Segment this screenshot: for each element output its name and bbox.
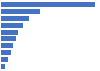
- Bar: [1, 2, 95, 7]
- Bar: [1, 30, 18, 35]
- Bar: [1, 64, 5, 69]
- Bar: [1, 16, 29, 21]
- Bar: [1, 43, 13, 48]
- Bar: [1, 23, 23, 28]
- Bar: [1, 57, 8, 62]
- Bar: [1, 36, 15, 41]
- Bar: [1, 50, 11, 55]
- Bar: [1, 9, 40, 14]
